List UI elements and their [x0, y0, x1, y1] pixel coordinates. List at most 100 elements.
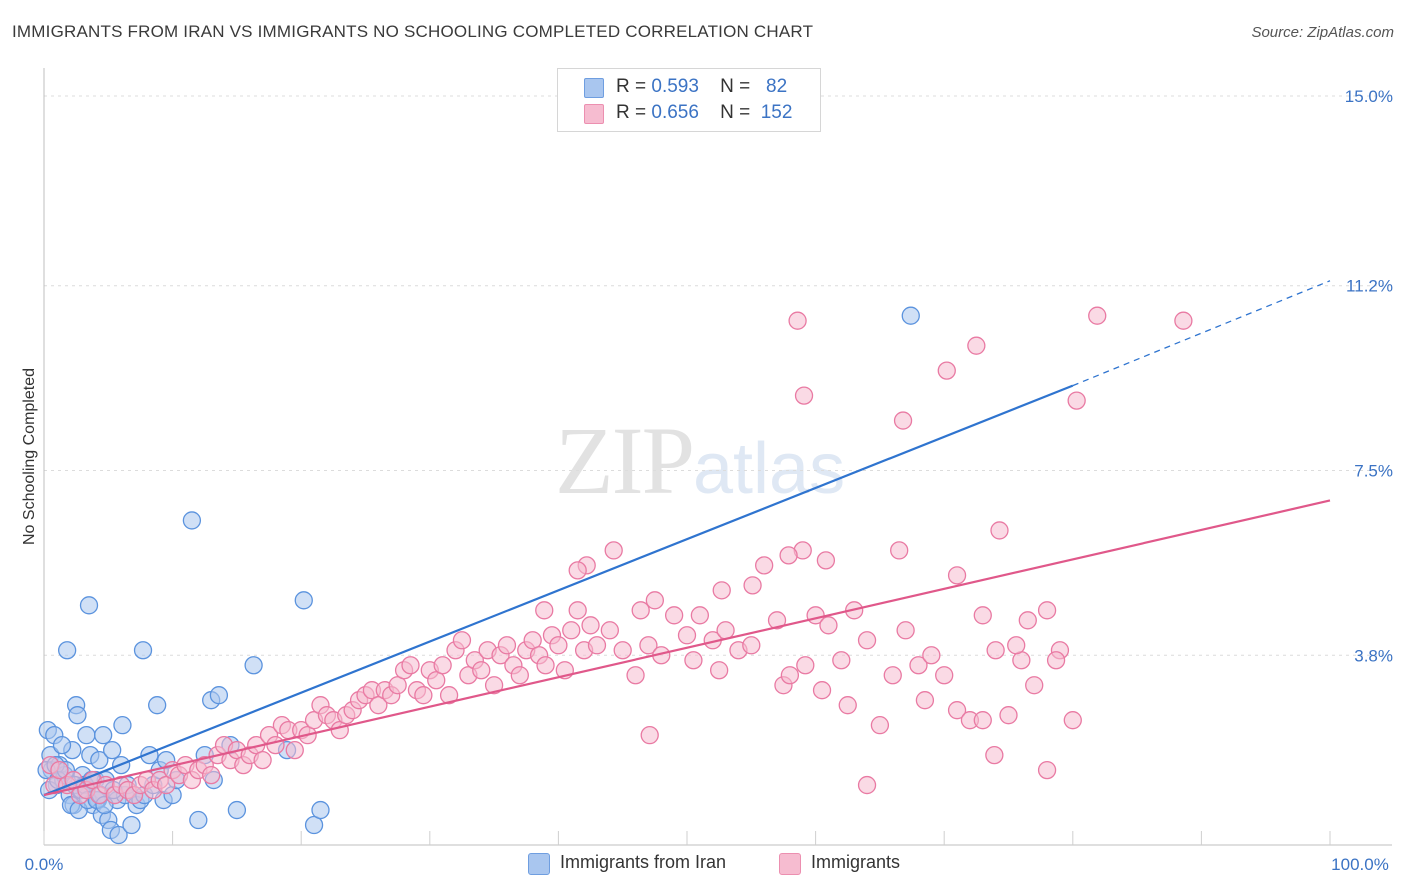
- immigrants-point: [935, 666, 954, 685]
- immigrants-point: [613, 641, 632, 660]
- immigrants-point: [50, 760, 69, 780]
- x-tick-label-min: 0.0%: [25, 855, 64, 874]
- immigrants-point: [973, 711, 992, 730]
- iran-point: [79, 596, 99, 615]
- immigrants-point: [285, 740, 304, 760]
- legend-r-label: R =: [616, 102, 647, 123]
- iran-point: [77, 725, 96, 745]
- immigrants-point: [439, 686, 459, 705]
- iran-point: [311, 800, 330, 820]
- immigrants-point: [581, 616, 600, 635]
- immigrants-point: [677, 626, 697, 645]
- iran-point: [109, 825, 128, 845]
- x-tick-label-max: 100.0%: [1331, 855, 1389, 874]
- immigrants-point: [937, 361, 956, 380]
- immigrants-point: [684, 651, 703, 670]
- immigrants-point: [816, 551, 836, 570]
- legend-n-value: 152: [760, 102, 793, 123]
- immigrants-point: [883, 666, 902, 685]
- immigrants-point: [600, 621, 619, 640]
- immigrants-point: [742, 636, 761, 655]
- y-tick-label: 11.2%: [1346, 277, 1393, 296]
- immigrants-point: [857, 775, 877, 795]
- immigrants-point: [870, 716, 890, 735]
- iran-trendline: [43, 384, 1074, 797]
- immigrants-point: [1063, 711, 1082, 730]
- bottom-legend-label-immigrants: Immigrants: [811, 852, 901, 872]
- immigrants-point: [253, 750, 272, 770]
- immigrants-point: [1018, 611, 1037, 630]
- immigrants-point: [712, 581, 731, 600]
- immigrants-point: [401, 656, 420, 675]
- chart-title: IMMIGRANTS FROM IRAN VS IMMIGRANTS NO SC…: [12, 22, 814, 41]
- legend-r-label: R =: [616, 76, 647, 97]
- immigrants-point: [967, 336, 986, 355]
- y-tick-label: 3.8%: [1354, 646, 1393, 665]
- legend-r-value: 0.593: [651, 76, 699, 97]
- iran-point: [227, 800, 247, 820]
- iran-point: [113, 716, 132, 735]
- iran-point: [209, 686, 229, 705]
- watermark-atlas: atlas: [693, 429, 846, 509]
- immigrants-point: [664, 606, 684, 625]
- immigrants-point: [433, 656, 452, 675]
- iran-point: [68, 706, 87, 725]
- immigrants-point: [568, 561, 587, 580]
- immigrants-point: [716, 621, 735, 640]
- immigrants-point: [472, 661, 491, 680]
- legend-text-immigrants: R = 0.656 N = 152: [616, 102, 792, 124]
- immigrants-point: [1037, 760, 1057, 780]
- bottom-legend-swatch-immigrants: [779, 853, 801, 875]
- immigrants-point: [639, 636, 658, 655]
- immigrants-point: [1025, 676, 1044, 695]
- immigrants-point: [1067, 391, 1086, 410]
- legend-n-value: 82: [766, 76, 788, 97]
- immigrants-point: [452, 631, 472, 650]
- legend-n-label: N =: [720, 102, 751, 123]
- immigrants-point: [266, 735, 285, 755]
- immigrants-point: [497, 636, 517, 655]
- source-label: Source: ZipAtlas.com: [1251, 24, 1394, 41]
- immigrants-point: [819, 616, 838, 635]
- y-tick-label: 15.0%: [1345, 87, 1393, 106]
- immigrants-point: [484, 676, 504, 695]
- immigrants-point: [999, 706, 1018, 725]
- immigrants-point: [779, 546, 798, 565]
- immigrants-point: [780, 666, 800, 685]
- stats-legend: R = 0.593 N = 82 R = 0.656 N = 152: [557, 68, 821, 132]
- immigrants-point: [640, 725, 659, 745]
- immigrants-point: [536, 656, 555, 675]
- legend-swatch-immigrants: [584, 104, 604, 124]
- immigrants-point: [893, 411, 913, 430]
- immigrants-point: [812, 681, 832, 700]
- immigrants-point: [587, 636, 607, 655]
- iran-point: [901, 306, 920, 325]
- y-axis-label: No Schooling Completed: [21, 368, 38, 545]
- iran-point: [94, 725, 113, 745]
- y-tick-label: 7.5%: [1354, 462, 1393, 481]
- immigrants-point: [604, 541, 623, 560]
- immigrants-point: [947, 701, 967, 720]
- immigrants-point: [690, 606, 710, 625]
- immigrants-point: [986, 641, 1005, 660]
- iran-point: [57, 641, 77, 660]
- iran-point: [103, 740, 122, 760]
- immigrants-point: [767, 611, 787, 630]
- iran-point: [90, 750, 109, 770]
- immigrants-point: [794, 386, 814, 405]
- bottom-legend-label-iran: Immigrants from Iran: [560, 852, 727, 872]
- immigrants-point: [788, 311, 807, 330]
- iran-point: [122, 815, 141, 835]
- immigrants-point: [626, 666, 645, 685]
- immigrants-point: [562, 621, 581, 640]
- bottom-legend-swatch-iran: [528, 853, 550, 875]
- immigrants-point: [985, 745, 1004, 765]
- immigrants-point: [202, 765, 221, 785]
- immigrants-point: [1174, 311, 1193, 330]
- immigrants-point: [838, 696, 857, 715]
- immigrants-point: [1088, 306, 1107, 325]
- immigrants-point: [535, 601, 554, 620]
- iran-trendline-extension: [1072, 280, 1331, 387]
- legend-n-label: N =: [720, 76, 751, 97]
- immigrants-point: [890, 541, 909, 560]
